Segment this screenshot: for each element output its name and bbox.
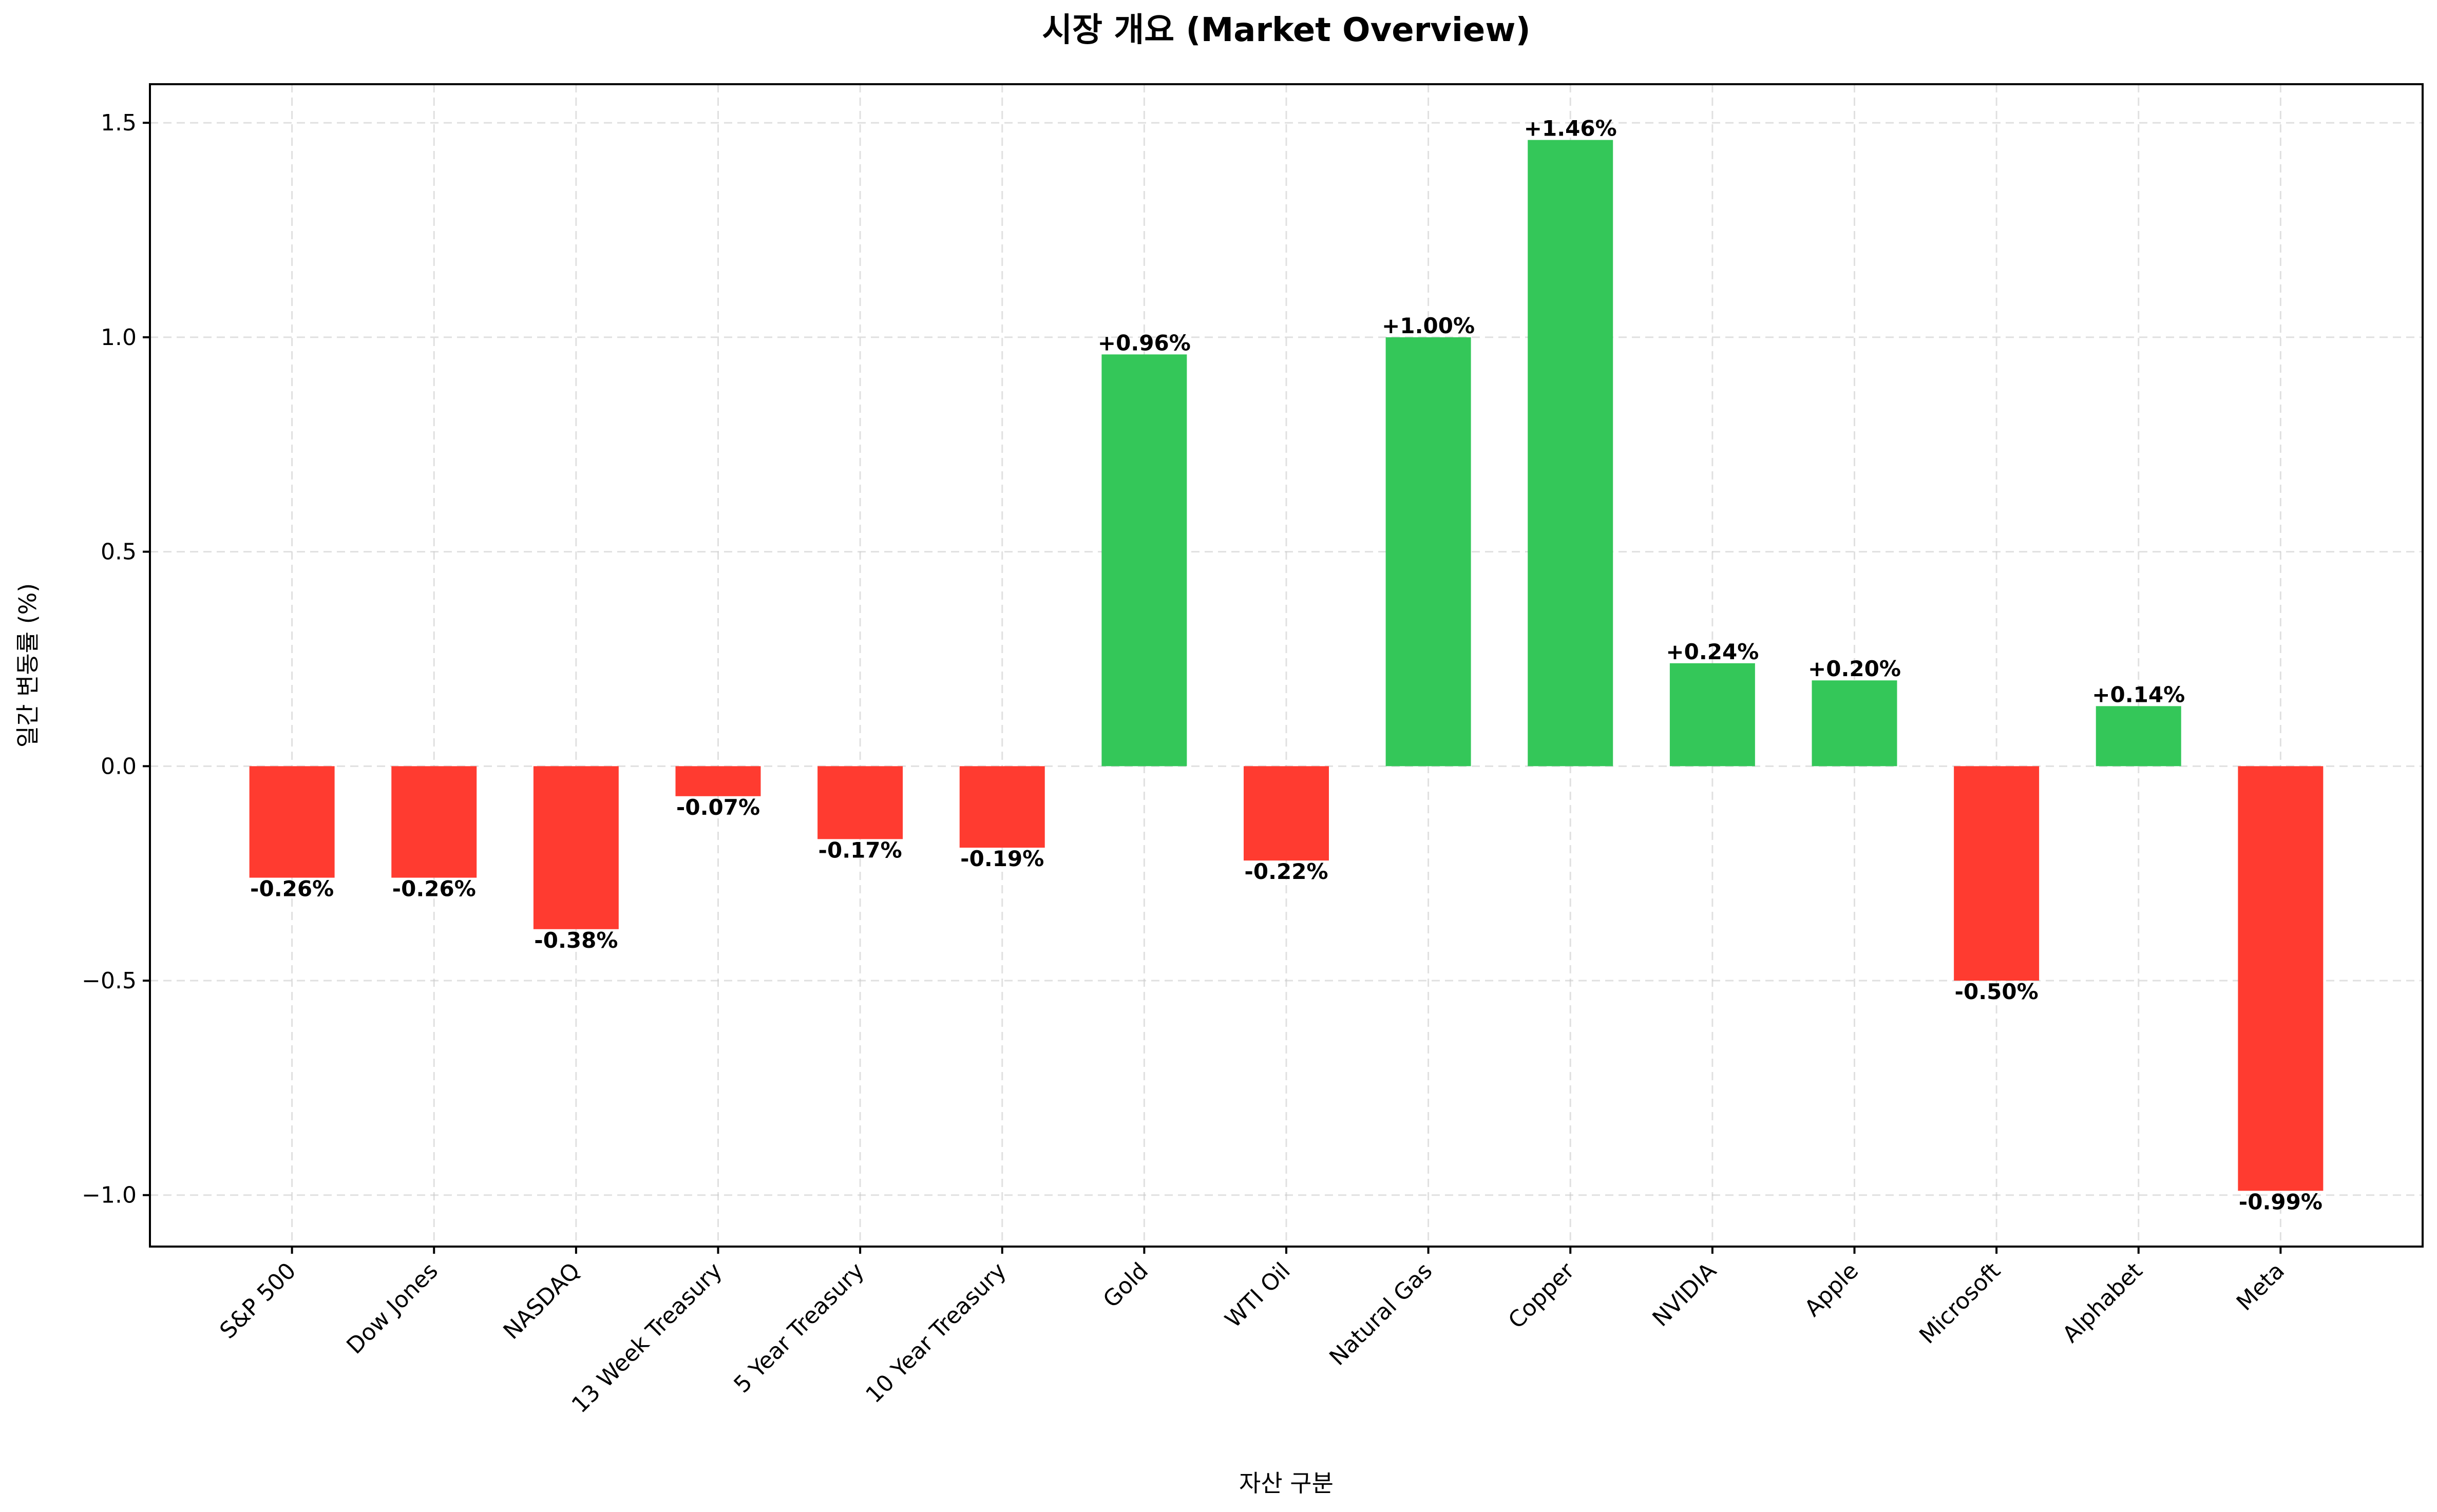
y-tick-label: 1.0 bbox=[101, 324, 137, 351]
bar bbox=[1528, 140, 1613, 767]
data-labels: -0.26% -0.26% -0.38% -0.07% -0.17% -0.19% +0.9… bbox=[250, 116, 2322, 1215]
bar bbox=[1669, 663, 1755, 767]
y-axis-label: 일간 변동률 (%) bbox=[14, 583, 42, 748]
grid-lines bbox=[150, 84, 2423, 1247]
bar bbox=[2238, 766, 2324, 1191]
x-tick-label: Copper bbox=[1503, 1257, 1580, 1334]
bar bbox=[2096, 706, 2181, 767]
bar bbox=[391, 766, 477, 878]
y-tick-label: −1.0 bbox=[82, 1182, 137, 1209]
x-tick-label: 13 Week Treasury bbox=[567, 1258, 728, 1419]
data-label: -0.99% bbox=[2239, 1189, 2322, 1214]
y-tick-label: 0.0 bbox=[101, 753, 137, 779]
data-label: +0.20% bbox=[1808, 656, 1901, 681]
y-tick-label: 1.5 bbox=[101, 110, 137, 136]
chart-title: 시장 개요 (Market Overview) bbox=[1042, 11, 1530, 49]
data-label: +1.00% bbox=[1382, 313, 1475, 338]
data-label: -0.07% bbox=[676, 795, 760, 820]
y-axis-ticks: −1.0 −0.5 0.0 0.5 1.0 1.5 bbox=[82, 110, 150, 1209]
data-label: -0.19% bbox=[960, 846, 1044, 871]
x-tick-label: 10 Year Treasury bbox=[861, 1258, 1011, 1408]
y-tick-label: 0.5 bbox=[101, 539, 137, 565]
data-label: -0.38% bbox=[534, 928, 618, 953]
bar bbox=[1244, 766, 1329, 861]
bar bbox=[959, 766, 1045, 848]
x-tick-label: Natural Gas bbox=[1324, 1258, 1437, 1371]
x-axis-label: 자산 구분 bbox=[1239, 1469, 1334, 1497]
data-label: -0.22% bbox=[1244, 859, 1328, 884]
y-tick-label: −0.5 bbox=[82, 968, 137, 994]
bar bbox=[1385, 337, 1471, 767]
x-tick-label: Alphabet bbox=[2058, 1258, 2148, 1348]
bar bbox=[249, 766, 335, 878]
x-tick-label: NASDAQ bbox=[499, 1258, 585, 1345]
data-label: -0.26% bbox=[392, 876, 476, 902]
x-tick-label: Apple bbox=[1800, 1258, 1864, 1322]
x-tick-label: NVIDIA bbox=[1647, 1258, 1721, 1332]
bars bbox=[249, 140, 2324, 1191]
x-tick-label: WTI Oil bbox=[1220, 1258, 1296, 1333]
x-tick-label: Gold bbox=[1098, 1258, 1154, 1313]
bar bbox=[1954, 766, 2040, 981]
bar bbox=[675, 766, 761, 796]
data-label: -0.50% bbox=[1955, 979, 2039, 1004]
data-label: +1.46% bbox=[1524, 116, 1617, 141]
x-tick-label: 5 Year Treasury bbox=[729, 1258, 869, 1398]
data-label: +0.96% bbox=[1098, 330, 1191, 355]
x-tick-label: S&P 500 bbox=[215, 1258, 301, 1344]
x-tick-label: Microsoft bbox=[1914, 1258, 2006, 1349]
bar bbox=[817, 766, 903, 839]
bar bbox=[533, 766, 619, 929]
data-label: +0.14% bbox=[2092, 682, 2185, 707]
data-label: -0.26% bbox=[250, 876, 334, 902]
bar bbox=[1101, 354, 1187, 767]
data-label: +0.24% bbox=[1666, 639, 1759, 664]
x-tick-label: Meta bbox=[2232, 1258, 2290, 1316]
data-label: -0.17% bbox=[818, 837, 902, 863]
bar bbox=[1812, 680, 1897, 767]
x-tick-label: Dow Jones bbox=[341, 1258, 443, 1360]
